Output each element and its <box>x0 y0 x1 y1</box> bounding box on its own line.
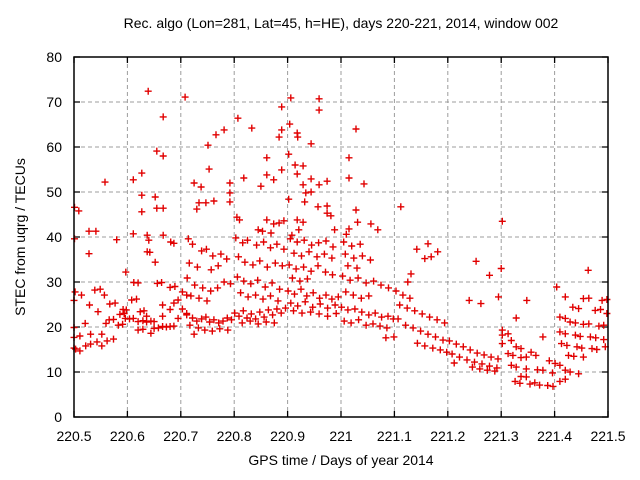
x-tick-label: 221.4 <box>537 428 572 444</box>
y-tick-label: 80 <box>46 49 62 65</box>
x-tick-label: 221.2 <box>430 428 465 444</box>
x-tick-label: 220.6 <box>110 428 145 444</box>
y-tick-label: 10 <box>46 364 62 380</box>
y-tick-label: 30 <box>46 274 62 290</box>
grid-lines <box>74 57 608 417</box>
chart-title: Rec. algo (Lon=281, Lat=45, h=HE), days … <box>123 15 559 31</box>
x-tick-label: 220.7 <box>163 428 198 444</box>
y-tick-label: 60 <box>46 139 62 155</box>
y-tick-label: 0 <box>54 409 62 425</box>
x-tick-label: 221.1 <box>377 428 412 444</box>
x-axis-label: GPS time / Days of year 2014 <box>248 452 434 468</box>
y-tick-label: 20 <box>46 319 62 335</box>
x-tick-label: 221.3 <box>484 428 519 444</box>
y-tick-label: 50 <box>46 184 62 200</box>
x-tick-label: 221.5 <box>590 428 625 444</box>
y-tick-label: 70 <box>46 94 62 110</box>
x-tick-label: 221 <box>329 428 353 444</box>
scatter-points <box>70 87 611 390</box>
x-tick-label: 220.9 <box>270 428 305 444</box>
plot-border <box>73 56 609 418</box>
x-tick-label: 220.8 <box>217 428 252 444</box>
x-tick-label: 220.5 <box>56 428 91 444</box>
y-tick-label: 40 <box>46 229 62 245</box>
